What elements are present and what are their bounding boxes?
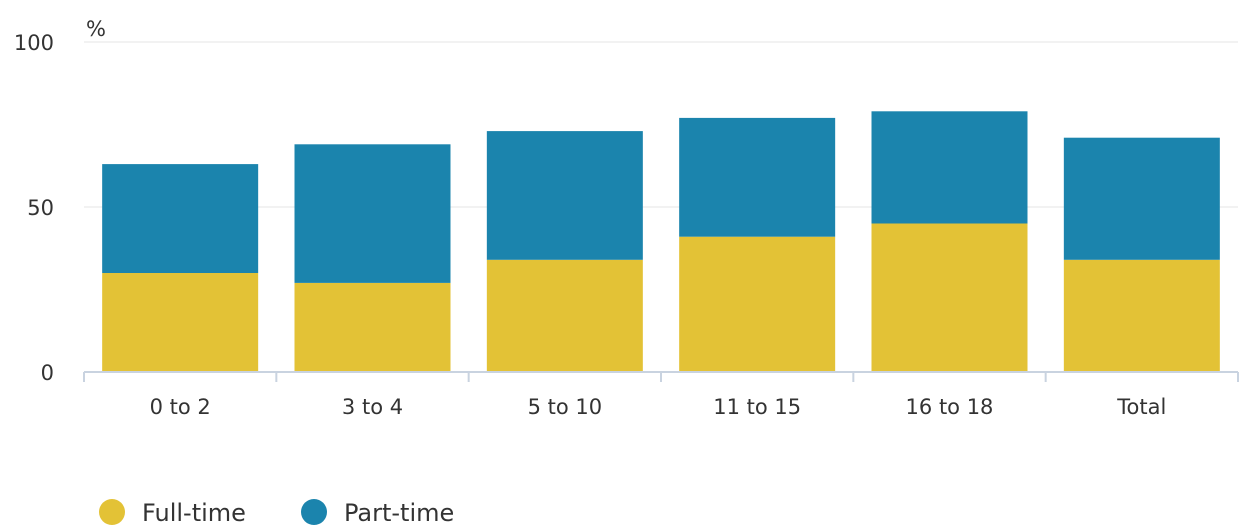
- legend-item-full-time[interactable]: Full-time: [99, 499, 246, 527]
- legend-item-part-time[interactable]: Part-time: [301, 499, 454, 527]
- bars: [102, 111, 1220, 372]
- legend-swatch: [99, 499, 125, 525]
- y-tick-label: 50: [27, 196, 54, 220]
- x-axis: [83, 371, 1239, 382]
- bar-full-time-3-to-4: [294, 282, 451, 372]
- x-tick-label: 0 to 2: [150, 395, 211, 419]
- y-tick-label: 0: [41, 361, 54, 385]
- gridlines: [84, 41, 1238, 208]
- y-tick-label: 100: [14, 31, 54, 55]
- bar-full-time-0-to-2: [102, 273, 259, 372]
- legend-label: Full-time: [142, 499, 246, 527]
- bar-part-time-3-to-4: [294, 144, 451, 283]
- bar-part-time-16-to-18: [871, 111, 1028, 224]
- legend-swatch: [301, 499, 327, 525]
- x-tick-label: 5 to 10: [528, 395, 603, 419]
- bar-full-time-11-to-15: [679, 236, 836, 372]
- bar-full-time-5-to-10: [486, 259, 643, 372]
- y-axis-tick-labels: 0 50 100: [14, 31, 54, 385]
- bar-part-time-11-to-15: [679, 117, 836, 237]
- x-tick-label: 3 to 4: [342, 395, 403, 419]
- x-tick-label: Total: [1116, 395, 1166, 419]
- legend: Full-time Part-time: [99, 499, 454, 527]
- legend-label: Part-time: [344, 499, 454, 527]
- bar-part-time-5-to-10: [486, 131, 643, 260]
- x-axis-tick-labels: 0 to 2 3 to 4 5 to 10 11 to 15 16 to 18 Total: [150, 395, 1167, 419]
- bar-part-time-total: [1063, 137, 1220, 260]
- bar-part-time-0-to-2: [102, 164, 259, 273]
- x-tick-label: 16 to 18: [906, 395, 994, 419]
- y-axis-unit-label: %: [86, 17, 106, 41]
- x-tick-label: 11 to 15: [713, 395, 801, 419]
- bar-full-time-16-to-18: [871, 223, 1028, 372]
- bar-full-time-total: [1063, 259, 1220, 372]
